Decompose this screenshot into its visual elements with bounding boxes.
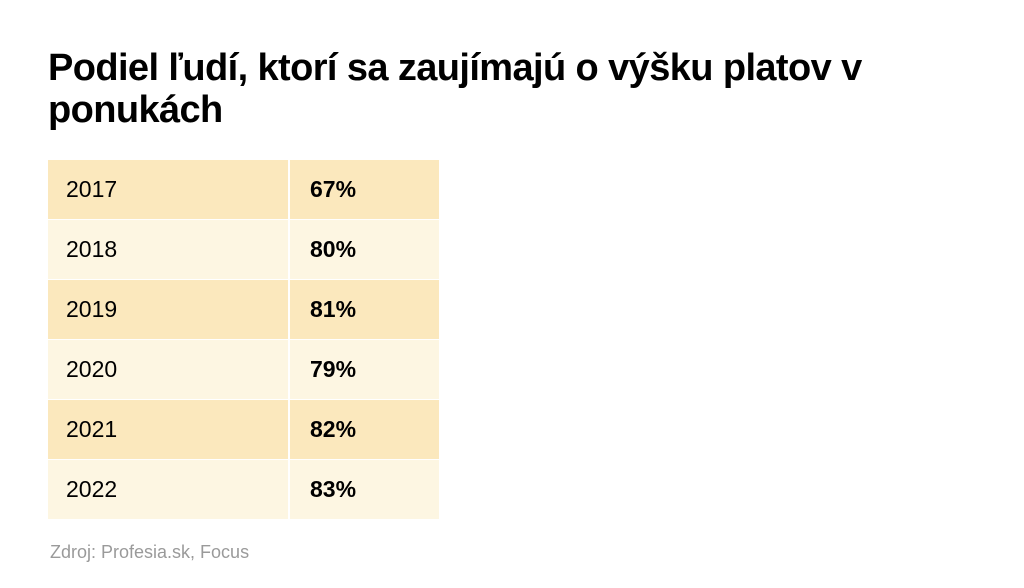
chart-title: Podiel ľudí, ktorí sa zaujímajú o výšku … [48, 47, 862, 131]
table-row: 2022 83% [48, 460, 439, 520]
year-cell: 2021 [48, 400, 290, 459]
table-row: 2021 82% [48, 400, 439, 460]
year-cell: 2020 [48, 340, 290, 399]
value-cell: 67% [310, 176, 357, 202]
value-cell: 83% [310, 476, 357, 502]
data-table: 2017 67% 2018 80% 2019 81% 2020 79% 2021… [48, 160, 439, 520]
table-row: 2017 67% [48, 160, 439, 220]
source-note: Zdroj: Profesia.sk, Focus [50, 542, 250, 562]
value-cell: 82% [310, 416, 357, 442]
year-cell: 2022 [48, 460, 290, 519]
table-row: 2020 79% [48, 340, 439, 400]
year-cell: 2017 [48, 160, 290, 219]
value-cell: 81% [310, 296, 357, 322]
value-cell: 79% [310, 356, 357, 382]
table-row: 2019 81% [48, 280, 439, 340]
table-row: 2018 80% [48, 220, 439, 280]
year-cell: 2018 [48, 220, 290, 279]
year-cell: 2019 [48, 280, 290, 339]
value-cell: 80% [310, 236, 357, 262]
